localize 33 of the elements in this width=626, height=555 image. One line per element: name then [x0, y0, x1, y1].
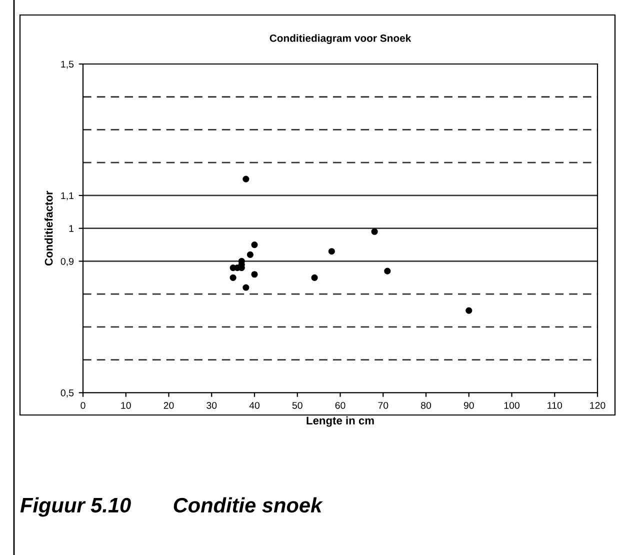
point [311, 274, 318, 281]
point [384, 268, 391, 274]
x-tick-label: 50 [292, 402, 302, 409]
x-tick-label: 110 [548, 402, 562, 409]
point [230, 274, 236, 281]
x-axis-title: Lengte in cm [306, 416, 374, 427]
x-tick-label: 60 [335, 402, 346, 409]
y-tick-label: 1,5 [61, 60, 74, 69]
point [251, 271, 258, 278]
text: Figuur 5.10 Conditie snoek [20, 497, 323, 517]
point [466, 307, 472, 314]
point [242, 176, 250, 182]
chart-title: Conditiediagram voor Snoek [270, 34, 412, 44]
x-tick-label: 100 [504, 402, 520, 409]
point [246, 251, 254, 258]
point [251, 241, 258, 248]
x-tick-label: 20 [164, 402, 174, 409]
y-axis-title: Conditiefactor [44, 190, 53, 266]
x-tick-label: 120 [590, 402, 606, 409]
x-tick-label: 30 [206, 402, 217, 409]
y-tick-label: 0,5 [60, 389, 74, 398]
x-tick-label: 70 [378, 402, 388, 409]
point [328, 248, 335, 255]
x-tick-label: 40 [249, 402, 260, 409]
point [242, 284, 250, 291]
x-tick-label: 80 [421, 402, 432, 409]
x-tick-label: 90 [464, 402, 474, 409]
y-tick-label: 1 [69, 225, 74, 232]
y-tick-label: 0,9 [60, 258, 74, 266]
x-tick-label: 0 [80, 402, 86, 409]
y-tick-label: 1,1 [61, 192, 74, 200]
point [371, 228, 378, 235]
x-tick-label: 10 [121, 402, 131, 409]
